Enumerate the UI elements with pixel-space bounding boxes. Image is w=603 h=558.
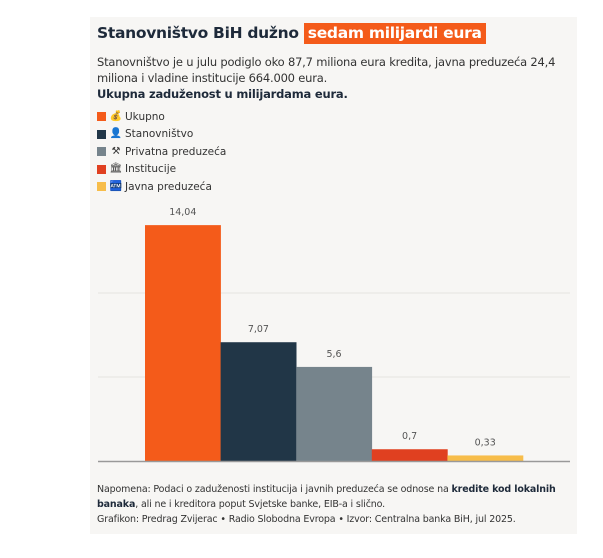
bar-ukupno[interactable] <box>145 225 221 461</box>
bar-stanovni-tvo[interactable] <box>220 342 297 461</box>
legend-label: Privatna preduzeća <box>125 145 227 158</box>
legend-item-stanovnistvo[interactable]: 👤 Stanovništvo <box>97 126 226 144</box>
credit-line: Grafikon: Predrag Zvijerac • Radio Slobo… <box>97 514 516 525</box>
footnote: Napomena: Podaci o zaduženosti instituci… <box>97 482 575 512</box>
legend-swatch <box>97 182 106 192</box>
bar-institucije[interactable] <box>371 449 448 461</box>
footnote-suffix: , ali ne i kreditora poput Svjetske bank… <box>135 499 386 510</box>
data-label: 7,07 <box>248 324 269 335</box>
bar-chart: 14,04 7,07 5,6 0,7 0,33 <box>98 207 570 463</box>
money-bag-icon: 💰 <box>109 110 123 122</box>
data-label: 0,7 <box>402 431 417 442</box>
chart-panel: Stanovništvo BiH dužno sedam milijardi e… <box>90 17 577 534</box>
bar-privatna-preduze-a[interactable] <box>296 366 373 461</box>
legend-item-privatna-preduzeca[interactable]: ⚒ Privatna preduzeća <box>97 143 226 161</box>
legend-swatch <box>97 147 106 157</box>
legend-item-institucije[interactable]: 🏛 Institucije <box>97 161 226 179</box>
title-highlight: sedam milijardi eura <box>303 23 486 44</box>
ticket-machine-icon: 🏧 <box>109 180 123 192</box>
chart-title: Stanovništvo BiH dužno sedam milijardi e… <box>97 23 486 44</box>
data-label: 0,33 <box>475 437 496 448</box>
data-label: 5,6 <box>326 349 341 360</box>
legend-label: Stanovništvo <box>125 128 194 141</box>
chart-subtitle: Stanovništvo je u julu podiglo oko 87,7 … <box>97 55 556 85</box>
hammer-pick-icon: ⚒ <box>111 145 121 157</box>
chart-unit-note: Ukupna zaduženost u milijardama eura. <box>97 87 348 101</box>
footnote-bold: kredite kod lokalnih banaka <box>97 484 556 510</box>
legend-label: Ukupno <box>125 110 165 123</box>
legend-item-javna-preduzeca[interactable]: 🏧 Javna preduzeća <box>97 178 226 196</box>
legend: 💰 Ukupno 👤 Stanovništvo ⚒ Privatna predu… <box>97 108 226 196</box>
bar-javna-preduze-a[interactable] <box>447 455 524 461</box>
title-main: Stanovništvo BiH dužno <box>97 24 299 42</box>
legend-swatch <box>97 129 106 139</box>
legend-label: Institucije <box>125 163 177 176</box>
classical-building-icon: 🏛 <box>109 163 123 175</box>
footnote-prefix: Napomena: Podaci o zaduženosti instituci… <box>97 484 452 495</box>
data-label: 14,04 <box>169 207 196 218</box>
legend-label: Javna preduzeća <box>125 180 212 193</box>
legend-item-ukupno[interactable]: 💰 Ukupno <box>97 108 226 126</box>
person-icon: 👤 <box>109 128 123 140</box>
legend-swatch <box>97 112 106 122</box>
legend-swatch <box>97 164 106 174</box>
